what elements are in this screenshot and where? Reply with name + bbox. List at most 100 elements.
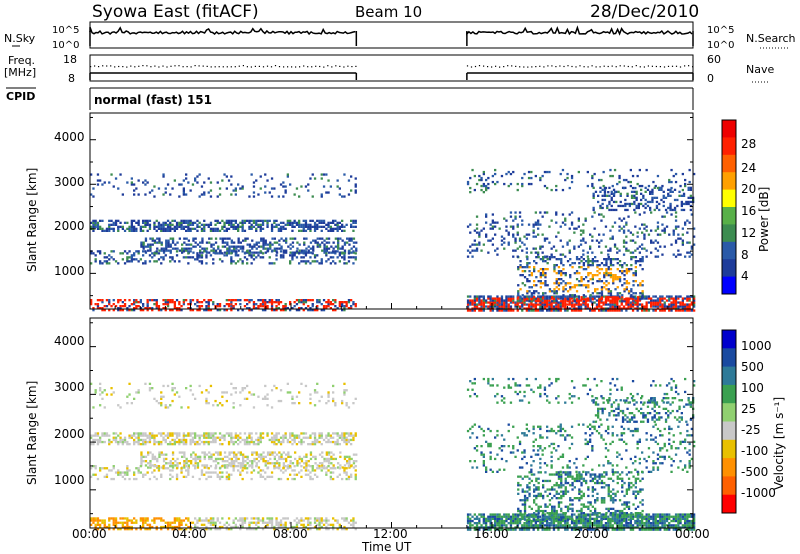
power-cell: [142, 247, 145, 250]
velocity-cell: [223, 460, 227, 463]
velocity-cell: [200, 469, 204, 472]
power-cell: [311, 303, 314, 306]
velocity-cell: [287, 464, 290, 467]
power-yaxis-ticks: [90, 116, 693, 297]
power-cell: [313, 221, 317, 224]
power-cell: [553, 266, 556, 269]
power-cell: [582, 264, 585, 267]
power-cell: [338, 305, 341, 308]
power-cell: [591, 262, 594, 265]
power-cell: [230, 258, 233, 261]
power-cell: [275, 254, 278, 257]
power-cell: [255, 303, 258, 306]
velocity-cell: [270, 525, 274, 529]
power-cell: [674, 219, 678, 222]
power-cell: [591, 274, 594, 277]
velocity-cell: [266, 462, 270, 465]
power-cell: [603, 286, 606, 289]
power-cell: [201, 251, 204, 254]
power-cell: [277, 301, 280, 304]
velocity-cell: [282, 525, 285, 529]
power-cell: [557, 301, 560, 304]
velocity-cell: [314, 457, 317, 461]
power-cell: [200, 223, 204, 226]
power-cell: [630, 194, 634, 197]
power-cell: [327, 258, 330, 261]
velocity-cell: [350, 523, 353, 526]
power-cell: [352, 250, 355, 253]
velocity-cell: [126, 395, 129, 398]
power-cell: [469, 176, 472, 180]
power-cell: [169, 237, 172, 240]
nave-dot: [122, 66, 124, 68]
power-cell: [542, 292, 545, 295]
power-cbar-tick-16: 16: [741, 204, 756, 218]
velocity-cell: [243, 465, 247, 468]
power-cell: [298, 301, 301, 304]
velocity-cell: [334, 519, 337, 522]
power-cell: [146, 307, 149, 310]
power-cell: [616, 268, 619, 271]
power-cell: [295, 250, 299, 253]
power-cell: [570, 303, 574, 306]
velocity-cell: [239, 451, 242, 454]
power-cell: [207, 303, 210, 306]
power-cell: [285, 237, 288, 240]
power-cell: [352, 245, 356, 248]
power-cell: [203, 247, 206, 250]
velocity-cell: [212, 523, 215, 526]
power-cell: [304, 262, 308, 265]
power-cell: [557, 272, 561, 275]
velocity-cell: [216, 473, 219, 476]
power-cell: [338, 221, 341, 224]
power-cell: [230, 299, 233, 302]
power-cell: [539, 301, 542, 304]
power-cell: [332, 221, 335, 224]
velocity-cell: [246, 384, 249, 388]
power-cell: [521, 309, 524, 312]
velocity-cell: [241, 389, 244, 392]
power-cell: [548, 170, 551, 174]
power-cell: [656, 303, 660, 306]
power-cell: [533, 292, 536, 295]
velocity-cell: [309, 393, 312, 396]
power-cell: [482, 243, 485, 246]
power-cell: [500, 239, 504, 242]
power-cell: [482, 297, 485, 300]
power-cell: [491, 227, 494, 230]
power-cell: [149, 237, 152, 240]
power-cell: [128, 227, 131, 230]
power-cell: [282, 249, 285, 252]
power-cell: [557, 288, 561, 291]
power-cell: [227, 227, 231, 230]
power-cell: [682, 192, 686, 195]
velocity-cell: [321, 464, 324, 467]
velocity-cell: [128, 382, 131, 385]
nave-dot: [154, 65, 156, 67]
power-cell: [560, 274, 563, 277]
power-cell: [654, 305, 657, 308]
power-cell: [273, 241, 276, 244]
velocity-cell: [137, 438, 140, 442]
power-cell: [575, 298, 579, 301]
power-cell: [535, 300, 538, 303]
power-cell: [690, 213, 693, 216]
velocity-cell: [321, 466, 324, 469]
power-cell: [103, 252, 106, 255]
velocity-cell: [242, 457, 245, 461]
power-cell: [252, 258, 256, 261]
nsearch-label: N.Search: [746, 32, 796, 45]
power-cell: [619, 192, 622, 195]
power-cell: [525, 237, 528, 240]
velocity-cell: [169, 523, 172, 526]
nave-dot: [250, 66, 252, 68]
nave-dot: [603, 65, 605, 67]
velocity-cell: [223, 436, 226, 439]
power-cell: [500, 303, 504, 306]
power-cell: [553, 264, 556, 267]
velocity-cell: [348, 462, 351, 465]
velocity-cell: [157, 517, 161, 520]
power-cell: [123, 303, 127, 306]
power-cell: [566, 290, 570, 293]
power-cell: [591, 251, 594, 254]
